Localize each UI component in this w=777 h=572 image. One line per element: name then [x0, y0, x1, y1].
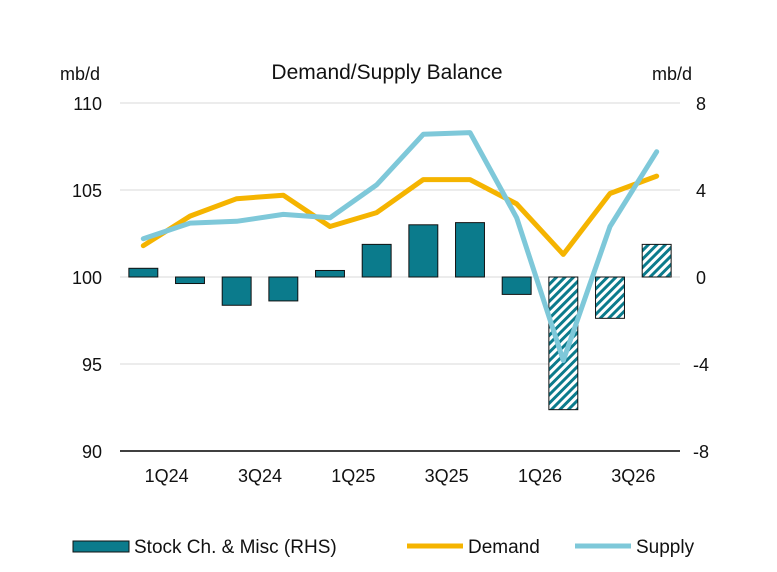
left-axis-ticks: 110 105 100 95 90 [72, 94, 102, 462]
supply-line [140, 130, 660, 363]
right-tick-label: -4 [693, 355, 709, 375]
stock-change-bar [501, 276, 532, 295]
stock-change-bar [548, 276, 579, 411]
stock-change-bar [221, 276, 252, 306]
stock-change-bar [175, 276, 205, 285]
x-axis-ticks: 1Q24 3Q24 1Q25 3Q25 1Q26 3Q26 [145, 466, 656, 486]
left-tick-label: 100 [72, 268, 102, 288]
right-tick-label: -8 [693, 442, 709, 462]
demand-line [140, 173, 660, 257]
legend-swatch-stock-change [72, 540, 130, 553]
right-axis-unit: mb/d [652, 64, 692, 84]
x-tick-label: 1Q25 [331, 466, 375, 486]
right-tick-label: 8 [696, 94, 706, 114]
legend-label-stock-change: Stock Ch. & Misc (RHS) [134, 537, 337, 558]
right-axis-ticks: 8 4 0 -4 -8 [693, 94, 709, 462]
x-tick-label: 1Q24 [145, 466, 189, 486]
stock-change-bar [361, 243, 392, 278]
left-tick-label: 95 [82, 355, 102, 375]
left-tick-label: 105 [72, 181, 102, 201]
stock-change-bar [408, 224, 439, 278]
stock-change-bar [455, 222, 485, 278]
stock-change-bar [128, 267, 159, 278]
right-tick-label: 0 [696, 268, 706, 288]
stock-change-bar [595, 276, 625, 319]
legend: Stock Ch. & Misc (RHS) Demand Supply [72, 537, 695, 558]
legend-label-demand: Demand [468, 537, 540, 558]
gridlines [120, 102, 680, 365]
stock-change-bar [641, 243, 672, 278]
x-tick-label: 3Q26 [611, 466, 655, 486]
stock-change-bar [268, 276, 299, 302]
x-tick-label: 3Q25 [425, 466, 469, 486]
series-lines [140, 130, 660, 363]
right-tick-label: 4 [696, 181, 706, 201]
stock-change-bar [315, 269, 345, 278]
legend-label-supply: Supply [636, 537, 695, 558]
stock-change-bars [128, 222, 672, 411]
chart-title: Demand/Supply Balance [271, 61, 502, 84]
x-tick-label: 3Q24 [238, 466, 282, 486]
left-tick-label: 90 [82, 442, 102, 462]
left-axis-unit: mb/d [60, 64, 100, 84]
left-tick-label: 110 [73, 94, 102, 114]
x-tick-label: 1Q26 [518, 466, 562, 486]
